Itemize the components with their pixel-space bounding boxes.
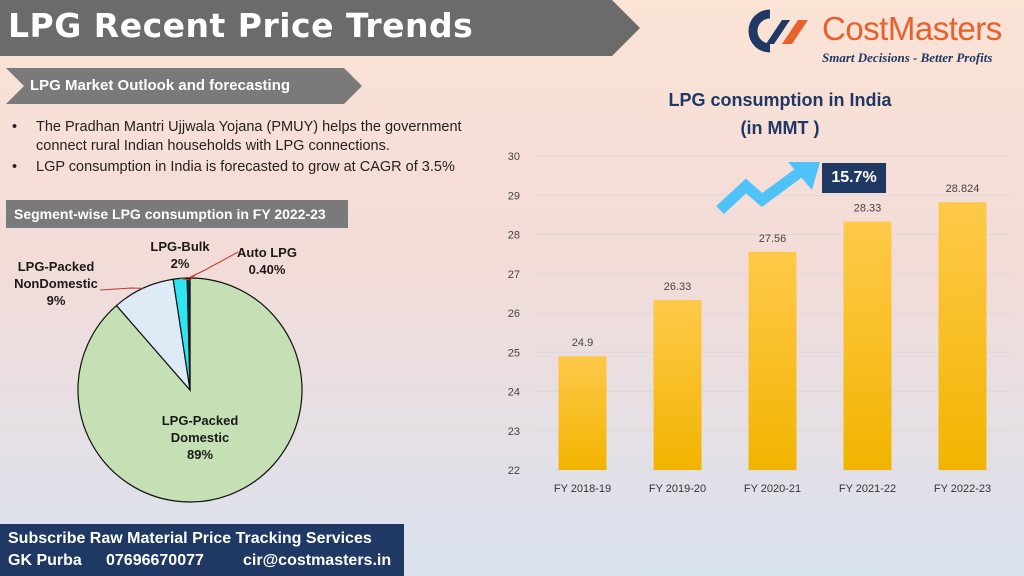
- logo-tagline: Smart Decisions - Better Profits: [822, 50, 993, 65]
- footer-phone[interactable]: 07696670077: [106, 552, 204, 569]
- y-tick-label: 23: [508, 426, 520, 438]
- chart-title-line: LPG consumption in India: [668, 90, 892, 110]
- growth-arrow-icon: [716, 162, 820, 215]
- bar: [653, 300, 702, 470]
- y-tick-label: 26: [508, 308, 520, 320]
- y-tick-label: 28: [508, 230, 520, 242]
- footer-banner: Subscribe Raw Material Price Tracking Se…: [0, 524, 404, 576]
- bar-chart-title: LPG consumption in India (in MMT ): [620, 86, 940, 142]
- bar-data-label: 24.9: [572, 337, 593, 349]
- x-tick-label: FY 2020-21: [744, 483, 801, 495]
- bar-data-label: 26.33: [664, 281, 692, 293]
- chart-subtitle-line: (in MMT ): [740, 118, 820, 138]
- bar-chart: 22 23 24 25 26 27 28 29 30 24.9 FY 2018-19 26.33 FY …: [508, 151, 1010, 495]
- footer-contact-name: GK Purba: [8, 552, 82, 569]
- x-tick-label: FY 2021-22: [839, 483, 896, 495]
- pie-slice-label: LPG-Packed NonDomestic 9%: [14, 259, 98, 308]
- y-tick-label: 29: [508, 190, 520, 202]
- segment-banner: Segment-wise LPG consumption in FY 2022-…: [6, 200, 348, 228]
- y-tick-label: 27: [508, 269, 520, 281]
- y-tick-label: 22: [508, 465, 520, 477]
- costmasters-logo-icon: [748, 9, 808, 53]
- title-banner: LPG Recent Price Trends: [0, 0, 640, 56]
- pie-slice-label: Auto LPG 0.40%: [237, 245, 297, 277]
- growth-annotation: 15.7%: [822, 163, 886, 193]
- bullet-item: LGP consumption in India is forecasted t…: [12, 158, 512, 177]
- pie-slice-label: LPG-Bulk 2%: [150, 239, 210, 271]
- x-tick-label: FY 2022-23: [934, 483, 991, 495]
- footer-email[interactable]: cir@costmasters.in: [243, 552, 392, 569]
- pie-leader-line: [180, 273, 197, 281]
- x-tick-label: FY 2019-20: [649, 483, 706, 495]
- outlook-heading: LPG Market Outlook and forecasting: [30, 77, 291, 94]
- bar-data-label: 27.56: [759, 233, 787, 245]
- bar-data-label: 28.824: [946, 183, 980, 195]
- bullet-item: The Pradhan Mantri Ujjwala Yojana (PMUY)…: [12, 118, 512, 156]
- outlook-bullets: The Pradhan Mantri Ujjwala Yojana (PMUY)…: [12, 118, 512, 179]
- pie-chart: [77, 251, 303, 503]
- bar: [748, 251, 797, 470]
- pie-leader-line: [99, 287, 143, 291]
- bar-data-label: 28.33: [854, 203, 882, 215]
- page-title: LPG Recent Price Trends: [8, 6, 474, 45]
- x-tick-label: FY 2018-19: [554, 483, 611, 495]
- outlook-banner: LPG Market Outlook and forecasting: [6, 68, 362, 104]
- logo: CostMasters Smart Decisions - Better Pro…: [736, 6, 1016, 68]
- y-tick-label: 24: [508, 387, 520, 399]
- pie-slice-label: LPG-Packed Domestic 89%: [161, 413, 239, 462]
- y-tick-label: 30: [508, 151, 520, 163]
- segment-heading: Segment-wise LPG consumption in FY 2022-…: [14, 206, 326, 222]
- bar: [938, 202, 987, 470]
- bar: [843, 221, 892, 470]
- bar: [558, 356, 607, 470]
- footer-subscribe: Subscribe Raw Material Price Tracking Se…: [8, 530, 372, 547]
- pie-leader-line: [188, 251, 239, 279]
- logo-name: CostMasters: [822, 10, 1002, 47]
- y-tick-label: 25: [508, 347, 520, 359]
- pie-slice: [186, 277, 191, 391]
